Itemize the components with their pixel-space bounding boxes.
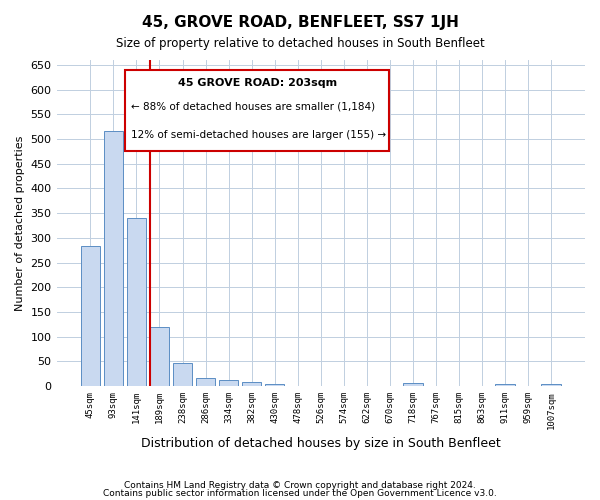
- Bar: [127, 218, 146, 386]
- Text: 45, GROVE ROAD, BENFLEET, SS7 1JH: 45, GROVE ROAD, BENFLEET, SS7 1JH: [142, 15, 458, 30]
- Bar: [403, 383, 423, 386]
- Bar: [541, 384, 561, 386]
- X-axis label: Distribution of detached houses by size in South Benfleet: Distribution of detached houses by size …: [141, 437, 500, 450]
- Bar: [219, 380, 238, 386]
- Bar: [265, 384, 284, 386]
- Y-axis label: Number of detached properties: Number of detached properties: [15, 136, 25, 311]
- Bar: [104, 131, 123, 386]
- Bar: [496, 384, 515, 386]
- Bar: [196, 378, 215, 386]
- Bar: [242, 382, 262, 386]
- Text: Contains HM Land Registry data © Crown copyright and database right 2024.: Contains HM Land Registry data © Crown c…: [124, 481, 476, 490]
- Bar: [80, 246, 100, 386]
- Text: Size of property relative to detached houses in South Benfleet: Size of property relative to detached ho…: [116, 38, 484, 51]
- Text: 12% of semi-detached houses are larger (155) →: 12% of semi-detached houses are larger (…: [131, 130, 386, 140]
- Text: 45 GROVE ROAD: 203sqm: 45 GROVE ROAD: 203sqm: [178, 78, 337, 88]
- Text: Contains public sector information licensed under the Open Government Licence v3: Contains public sector information licen…: [103, 488, 497, 498]
- Bar: [173, 363, 193, 386]
- Text: ← 88% of detached houses are smaller (1,184): ← 88% of detached houses are smaller (1,…: [131, 102, 374, 112]
- FancyBboxPatch shape: [125, 70, 389, 152]
- Bar: [149, 327, 169, 386]
